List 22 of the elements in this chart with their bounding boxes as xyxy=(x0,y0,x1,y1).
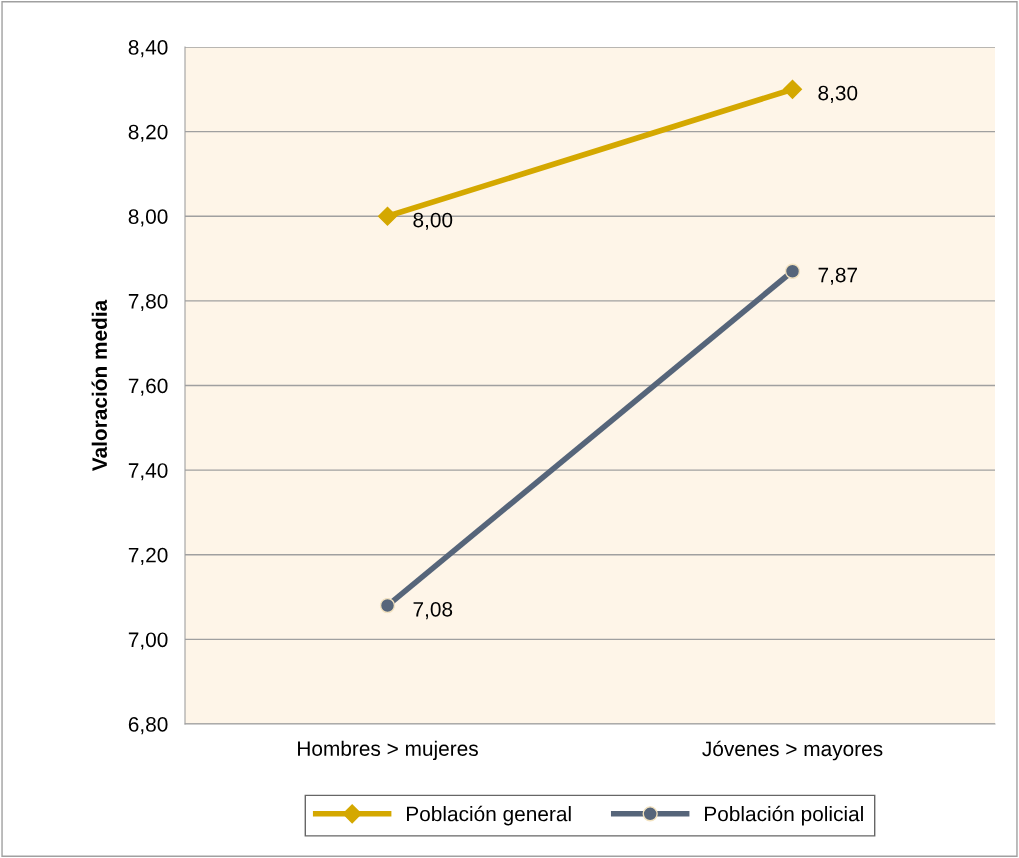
y-tick-label: 7,60 xyxy=(128,378,168,396)
y-axis-title: Valoración media xyxy=(91,299,108,472)
data-label: 8,00 xyxy=(413,212,453,230)
y-tick-label: 7,20 xyxy=(128,547,168,565)
y-tick-label: 8,20 xyxy=(128,124,168,142)
point xyxy=(377,206,398,226)
y-tick-label: 7,00 xyxy=(128,632,168,650)
data-label: 7,87 xyxy=(818,267,857,285)
point xyxy=(379,597,396,614)
point xyxy=(784,263,801,279)
legend-label: Población general xyxy=(407,805,571,826)
y-tick-label: 7,40 xyxy=(128,463,168,481)
point xyxy=(782,79,803,99)
y-tick-label: 7,80 xyxy=(128,293,168,312)
x-tick-label: Jóvenes > mayores xyxy=(702,740,883,761)
data-label: 7,08 xyxy=(413,601,453,620)
y-tick-label: 6,80 xyxy=(128,717,168,735)
data-label: 8,30 xyxy=(818,85,858,103)
y-tick-label: 8,40 xyxy=(128,40,168,58)
legend-label: Población policial xyxy=(705,805,863,826)
y-tick-label: 8,00 xyxy=(128,209,168,227)
x-tick-label: Hombres > mujeres xyxy=(298,740,478,761)
